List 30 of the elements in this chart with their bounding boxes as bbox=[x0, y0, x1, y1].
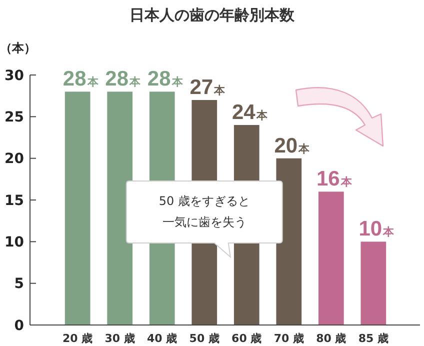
data-label: 27本 bbox=[190, 76, 226, 99]
x-tick-label: 40 歳 bbox=[147, 332, 178, 345]
bar bbox=[107, 92, 133, 325]
bar bbox=[64, 92, 90, 325]
x-tick-label: 50 歳 bbox=[189, 332, 220, 345]
x-tick-label: 60 歳 bbox=[232, 332, 262, 345]
y-axis-title: （本） bbox=[0, 41, 36, 55]
data-label: 28本 bbox=[105, 68, 142, 91]
y-tick-label: 10 bbox=[4, 234, 24, 251]
y-tick-label: 25 bbox=[4, 110, 24, 126]
data-label: 20本 bbox=[274, 134, 311, 158]
x-tick-label: 70 歳 bbox=[274, 332, 304, 345]
data-label: 16本 bbox=[316, 168, 353, 191]
y-tick-label: 15 bbox=[4, 192, 24, 209]
x-tick-label: 80 歳 bbox=[316, 332, 346, 345]
data-label: 28本 bbox=[62, 68, 100, 91]
annotation: 50 歳をすぎると一気に歯を失う bbox=[158, 194, 250, 229]
data-label: 28本 bbox=[147, 68, 184, 91]
y-tick-label: 0 bbox=[14, 318, 24, 334]
bar bbox=[318, 192, 344, 325]
data-label: 24本 bbox=[232, 101, 268, 124]
x-tick-label: 85 歳 bbox=[358, 332, 388, 345]
y-tick-label: 5 bbox=[14, 276, 24, 292]
data-label: 10本 bbox=[358, 218, 396, 241]
x-tick-label: 30 歳 bbox=[104, 332, 135, 345]
y-tick-label: 30 bbox=[4, 68, 24, 84]
y-tick-label: 20 bbox=[4, 151, 24, 168]
x-tick-label: 20 歳 bbox=[62, 332, 93, 345]
chart-title: 日本人の歯の年齢別本数 bbox=[130, 6, 296, 24]
bar bbox=[360, 242, 386, 325]
